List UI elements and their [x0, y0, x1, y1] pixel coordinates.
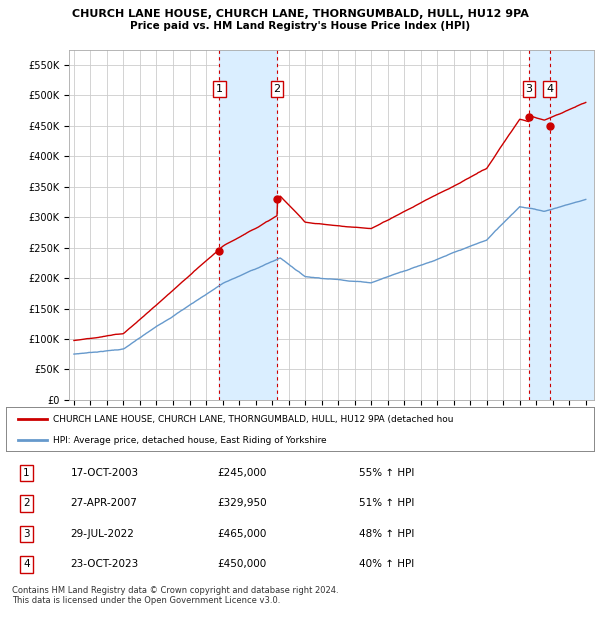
Text: Contains HM Land Registry data © Crown copyright and database right 2024.
This d: Contains HM Land Registry data © Crown c…	[12, 586, 338, 605]
Text: 55% ↑ HPI: 55% ↑ HPI	[359, 468, 414, 478]
Text: 48% ↑ HPI: 48% ↑ HPI	[359, 529, 414, 539]
Bar	[529, 50, 594, 400]
Text: Price paid vs. HM Land Registry's House Price Index (HPI): Price paid vs. HM Land Registry's House …	[130, 21, 470, 31]
Text: 51% ↑ HPI: 51% ↑ HPI	[359, 498, 414, 508]
Text: 3: 3	[23, 529, 30, 539]
Text: £465,000: £465,000	[218, 529, 267, 539]
Text: 3: 3	[526, 84, 533, 94]
Text: 27-APR-2007: 27-APR-2007	[71, 498, 137, 508]
Text: 17-OCT-2003: 17-OCT-2003	[71, 468, 139, 478]
Text: 1: 1	[23, 468, 30, 478]
Text: CHURCH LANE HOUSE, CHURCH LANE, THORNGUMBALD, HULL, HU12 9PA: CHURCH LANE HOUSE, CHURCH LANE, THORNGUM…	[71, 9, 529, 19]
Text: 29-JUL-2022: 29-JUL-2022	[71, 529, 134, 539]
Text: 4: 4	[546, 84, 553, 94]
Text: HPI: Average price, detached house, East Riding of Yorkshire: HPI: Average price, detached house, East…	[53, 436, 326, 445]
Text: £450,000: £450,000	[218, 559, 267, 569]
Text: 2: 2	[23, 498, 30, 508]
Bar	[219, 50, 277, 400]
Text: 1: 1	[216, 84, 223, 94]
Text: 4: 4	[23, 559, 30, 569]
Text: £329,950: £329,950	[218, 498, 268, 508]
Text: 40% ↑ HPI: 40% ↑ HPI	[359, 559, 414, 569]
Text: 23-OCT-2023: 23-OCT-2023	[71, 559, 139, 569]
Text: £245,000: £245,000	[218, 468, 267, 478]
Text: 2: 2	[274, 84, 281, 94]
Text: CHURCH LANE HOUSE, CHURCH LANE, THORNGUMBALD, HULL, HU12 9PA (detached hou: CHURCH LANE HOUSE, CHURCH LANE, THORNGUM…	[53, 415, 454, 423]
